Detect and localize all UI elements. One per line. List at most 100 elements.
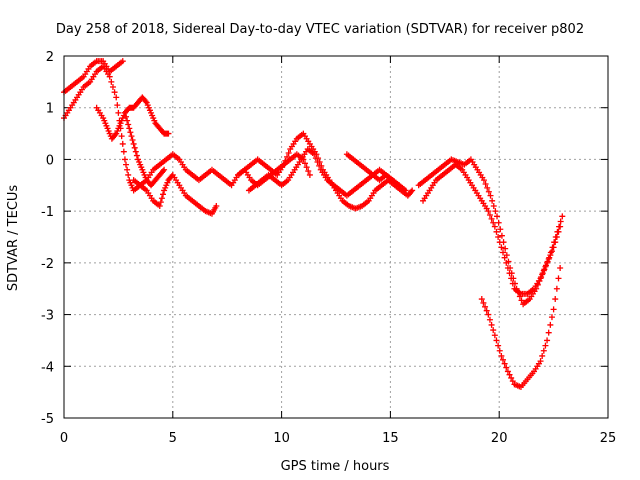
y-tick-label: -4 — [41, 360, 54, 375]
data-point — [490, 219, 497, 226]
data-point — [542, 342, 549, 349]
data-point — [508, 275, 515, 282]
series-arc-1 — [61, 63, 220, 217]
data-point — [493, 228, 500, 235]
data-point — [492, 208, 499, 215]
data-point — [485, 208, 492, 215]
data-point — [498, 244, 505, 251]
data-point — [285, 149, 292, 156]
data-point — [118, 133, 125, 140]
data-point — [542, 263, 549, 270]
data-point — [158, 195, 165, 202]
data-point — [557, 218, 564, 225]
data-point — [547, 252, 554, 259]
data-point — [482, 180, 489, 187]
data-point — [111, 89, 118, 96]
data-point — [282, 157, 289, 164]
data-point — [301, 160, 308, 167]
data-point — [518, 297, 525, 304]
y-tick-label: -5 — [41, 412, 54, 427]
data-point — [113, 94, 120, 101]
data-point — [545, 329, 552, 336]
data-point — [495, 342, 502, 349]
data-point — [497, 226, 504, 233]
data-point — [537, 358, 544, 365]
data-point — [124, 117, 131, 124]
data-point — [124, 166, 131, 173]
data-point — [402, 187, 409, 194]
data-point — [213, 202, 220, 209]
data-point — [500, 249, 507, 256]
data-point — [120, 148, 127, 155]
grid-lines — [64, 56, 608, 418]
data-point — [114, 102, 121, 109]
data-point — [119, 140, 126, 147]
y-axis-label: SDTVAR / TECUs — [6, 185, 21, 292]
chart-title: Day 258 of 2018, Sidereal Day-to-day VTE… — [56, 22, 584, 37]
data-point — [553, 234, 560, 240]
data-point — [487, 192, 494, 199]
data-point — [544, 337, 551, 344]
data-point — [547, 321, 554, 328]
data-point — [106, 73, 113, 80]
x-tick-label: 15 — [382, 431, 399, 446]
data-point — [486, 316, 493, 323]
data-point — [482, 303, 489, 310]
data-point — [495, 234, 502, 240]
data-point — [156, 202, 163, 209]
data-point — [316, 162, 323, 169]
data-point — [123, 113, 130, 120]
data-point — [480, 299, 487, 306]
data-point — [557, 265, 564, 272]
data-point — [130, 140, 137, 147]
data-point — [552, 296, 559, 303]
data-point — [504, 265, 511, 272]
data-point — [545, 255, 552, 262]
y-tick-label: 1 — [46, 102, 54, 117]
data-point — [494, 213, 501, 220]
x-tick-label: 25 — [600, 431, 617, 446]
data-point — [496, 239, 503, 246]
data-point — [280, 161, 287, 168]
data-markers — [61, 58, 566, 390]
data-point — [550, 244, 557, 251]
data-point — [498, 352, 505, 359]
y-tick-label: 0 — [46, 153, 54, 168]
data-point — [539, 271, 546, 278]
data-point — [160, 191, 167, 198]
data-point — [486, 212, 493, 219]
data-point — [506, 270, 513, 277]
data-point — [550, 306, 557, 313]
data-point — [548, 314, 555, 321]
x-axis-label: GPS time / hours — [281, 459, 390, 474]
y-tick-label: -3 — [41, 309, 54, 324]
data-point — [537, 275, 544, 282]
data-point — [129, 137, 136, 144]
data-point — [502, 245, 509, 252]
data-point — [125, 121, 132, 128]
x-tick-label: 10 — [273, 431, 290, 446]
data-point — [544, 259, 551, 266]
data-point — [555, 228, 562, 235]
data-point — [142, 98, 149, 105]
data-point — [408, 188, 415, 195]
data-point — [306, 171, 313, 178]
data-point — [409, 187, 416, 194]
data-point — [555, 275, 562, 282]
data-point — [553, 285, 560, 292]
data-point — [489, 197, 496, 204]
data-point — [478, 296, 485, 303]
data-point — [312, 155, 319, 162]
data-point — [495, 219, 502, 226]
data-point — [509, 378, 516, 385]
data-point — [305, 168, 312, 175]
data-point — [508, 374, 515, 381]
y-tick-label: 2 — [46, 50, 54, 65]
data-point — [284, 153, 291, 160]
data-point — [539, 352, 546, 359]
data-point — [132, 148, 139, 155]
data-point — [483, 307, 490, 314]
series-arc-2 — [61, 58, 126, 96]
data-point — [112, 131, 119, 138]
